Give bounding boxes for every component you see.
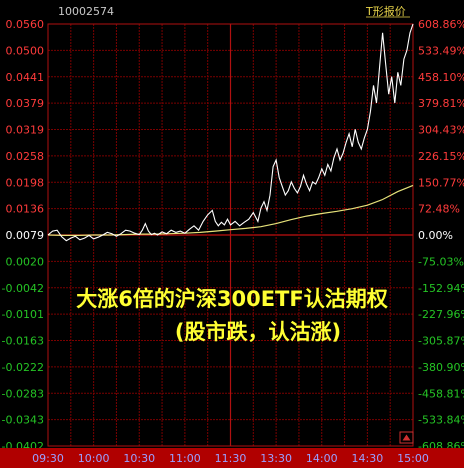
y-tick-label: 0.0020 xyxy=(6,255,45,268)
x-tick-label: 09:30 xyxy=(32,452,64,465)
y-pct-tick-label: -305.87% xyxy=(418,335,464,348)
y-pct-tick-label: -458.81% xyxy=(418,387,464,400)
y-pct-tick-label: 533.49% xyxy=(418,44,464,57)
overlay-subtitle: (股市跌，认沽涨) xyxy=(175,320,341,344)
y-pct-tick-label: 0.00% xyxy=(418,229,453,242)
overlay-title: 大涨6倍的沪深300ETF认沽期权 xyxy=(76,287,387,311)
y-pct-tick-label: 226.15% xyxy=(418,150,464,163)
y-tick-label: 0.0500 xyxy=(6,44,45,57)
y-tick-label: -0.0222 xyxy=(2,361,44,374)
y-pct-tick-label: -152.94% xyxy=(418,282,464,295)
y-tick-label: -0.0163 xyxy=(2,335,44,348)
y-tick-label: -0.0042 xyxy=(2,282,44,295)
time-axis-bar xyxy=(0,448,464,468)
y-pct-tick-label: -380.90% xyxy=(418,361,464,374)
y-pct-tick-label: 379.81% xyxy=(418,97,464,110)
y-tick-label: -0.0101 xyxy=(2,308,44,321)
x-tick-label: 11:00 xyxy=(169,452,201,465)
y-pct-tick-label: 150.77% xyxy=(418,176,464,189)
y-pct-tick-label: 608.86% xyxy=(418,18,464,31)
left-price-axis: 0.0560 0.0500 0.0441 0.0379 0.0319 0.0258 0.01… xyxy=(2,18,44,453)
y-pct-tick-label: 458.10% xyxy=(418,71,464,84)
x-tick-label: 14:30 xyxy=(352,452,384,465)
t-quote-button[interactable]: T形报价 xyxy=(365,4,406,18)
series-average-line xyxy=(47,184,414,236)
time-axis: 09:30 10:00 10:30 11:00 11:30 13:30 14:00 14:30… xyxy=(32,452,429,465)
y-tick-label: -0.0343 xyxy=(2,414,44,427)
scroll-up-button[interactable] xyxy=(399,431,414,444)
right-percent-axis: 608.86% 533.49% 458.10% 379.81% 304.43% 226.1… xyxy=(418,18,464,453)
x-tick-label: 15:00 xyxy=(397,452,429,465)
y-tick-label: 0.0379 xyxy=(6,97,45,110)
y-tick-label: 0.0198 xyxy=(6,176,45,189)
triangle-up-icon xyxy=(402,434,411,441)
x-tick-label: 10:00 xyxy=(78,452,110,465)
x-tick-label: 14:00 xyxy=(306,452,338,465)
y-pct-tick-label: -75.03% xyxy=(418,255,464,268)
x-tick-label: 13:30 xyxy=(260,452,292,465)
x-tick-label: 11:30 xyxy=(215,452,247,465)
y-tick-label: 0.0258 xyxy=(6,150,45,163)
y-tick-label: 0.0560 xyxy=(6,18,45,31)
series-price-line xyxy=(47,23,414,242)
y-tick-label: 0.0441 xyxy=(6,71,45,84)
y-pct-tick-label: 72.48% xyxy=(418,203,460,216)
y-tick-label: 0.0319 xyxy=(6,124,45,137)
y-pct-tick-label: -227.96% xyxy=(418,308,464,321)
contract-code: 10002574 xyxy=(58,5,114,18)
x-tick-label: 10:30 xyxy=(123,452,155,465)
y-tick-label: -0.0283 xyxy=(2,387,44,400)
y-pct-tick-label: 304.43% xyxy=(418,124,464,137)
y-tick-label: 0.0136 xyxy=(6,203,45,216)
y-tick-label: 0.0079 xyxy=(6,229,45,242)
y-pct-tick-label: -533.84% xyxy=(418,414,464,427)
